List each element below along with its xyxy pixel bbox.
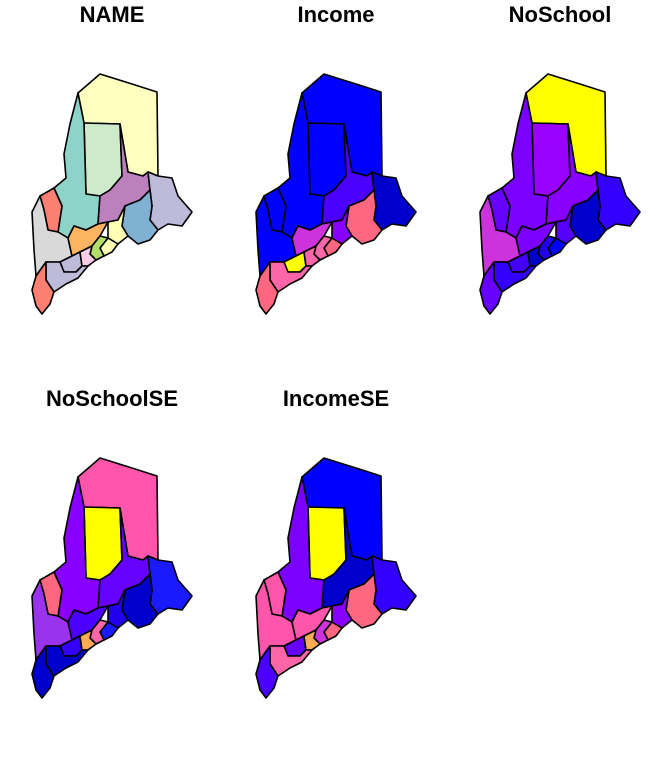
map-panel-name: NAME [0,0,224,384]
county-hancock [345,573,383,629]
county-york [31,261,55,315]
county-map [255,73,417,315]
county-hancock [345,189,383,245]
map-title: Income [297,2,375,27]
map-panel-income: Income [224,0,448,384]
county-waldo [107,205,129,245]
county-york [255,645,279,699]
county-waldo [331,205,353,245]
county-york [31,645,55,699]
map-title: NoSchoolSE [45,386,178,411]
map-panel-noschoolse: NoSchoolSE [0,384,224,768]
county-washington [371,171,417,231]
county-waldo [107,589,129,629]
county-waldo [331,589,353,629]
county-washington [595,171,641,231]
county-york [479,261,503,315]
county-hancock [569,189,607,245]
county-hancock [121,573,159,629]
county-washington [147,555,193,615]
county-washington [371,555,417,615]
county-waldo [555,205,577,245]
county-map [479,73,641,315]
map-panel-incomese: IncomeSE [224,384,448,768]
county-map [255,457,417,699]
county-map [31,73,193,315]
county-map [31,457,193,699]
map-title: IncomeSE [282,386,390,411]
map-title: NAME [79,2,145,27]
map-panel-noschool: NoSchool [448,0,672,384]
map-title: NoSchool [508,2,612,27]
county-washington [147,171,193,231]
county-hancock [121,189,159,245]
county-york [255,261,279,315]
